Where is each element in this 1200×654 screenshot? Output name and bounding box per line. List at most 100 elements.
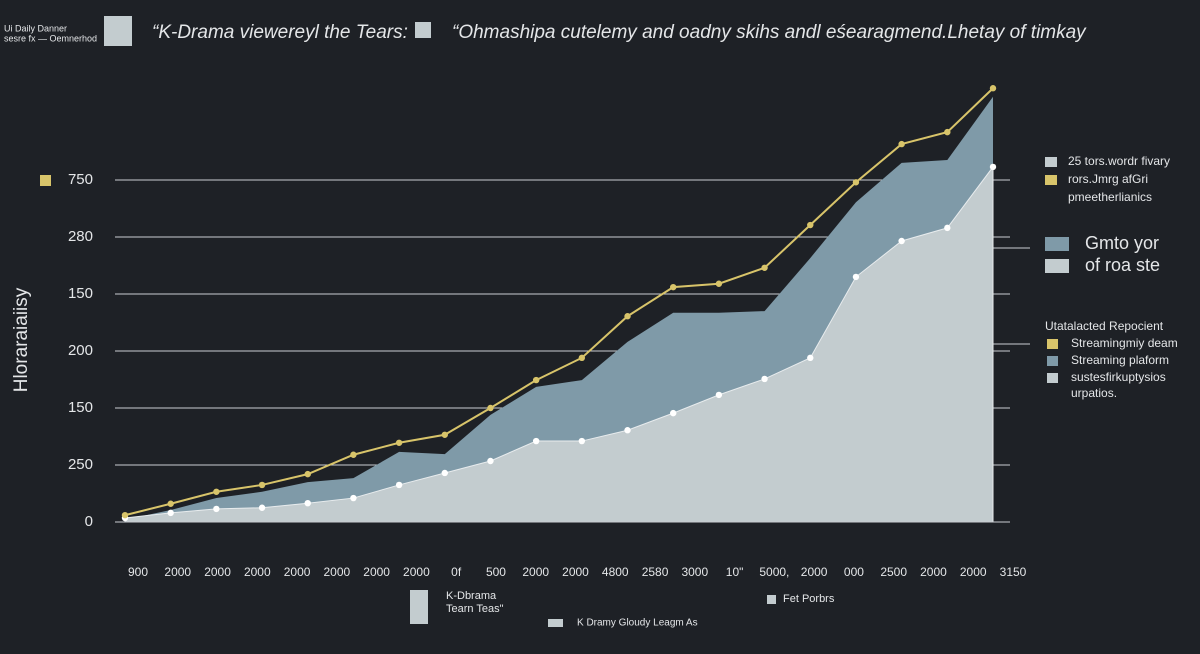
caption: Fet Porbrs	[783, 593, 835, 605]
legend-swatch	[1047, 356, 1058, 366]
y-tick-label: 280	[68, 228, 93, 245]
icon	[104, 16, 132, 46]
point	[213, 488, 220, 495]
point	[670, 409, 677, 417]
point	[852, 273, 860, 281]
legend-label: Streamingmiy deam	[1071, 336, 1178, 350]
icon	[40, 175, 51, 186]
x-tick-label: 2000	[204, 565, 231, 579]
legend-title: Utatalacted Repocient	[1045, 319, 1164, 333]
x-tick-label: 4800	[602, 565, 629, 579]
point	[258, 481, 266, 489]
x-tick-label: 3150	[1000, 565, 1027, 579]
point	[761, 375, 768, 383]
point	[395, 481, 403, 489]
legend-label: urpatios.	[1071, 386, 1117, 400]
x-tick-label: 2000	[801, 565, 828, 579]
y-tick-label: 750	[68, 171, 93, 188]
point	[898, 140, 905, 148]
point	[304, 470, 311, 478]
point	[624, 427, 631, 434]
point	[213, 505, 220, 513]
legend-label: pmeetherlianics	[1068, 190, 1152, 204]
icon	[415, 22, 431, 38]
point	[350, 451, 357, 458]
point	[121, 511, 129, 519]
legend-label: of roa ste	[1085, 255, 1160, 275]
point	[441, 431, 448, 438]
point	[989, 163, 997, 171]
point	[989, 85, 997, 92]
legend-swatch	[1045, 259, 1069, 273]
y-tick-label: 200	[68, 342, 93, 359]
y-axis-label: Hloraraiaiisy	[11, 287, 32, 392]
x-tick-label: 2000	[522, 565, 549, 579]
point	[350, 494, 357, 502]
point	[624, 313, 631, 320]
point	[441, 469, 448, 477]
chart-title: “K-Drama viewereyl the Tears:	[152, 22, 408, 43]
legend-swatch	[1045, 157, 1057, 167]
y-tick-label: 150	[68, 285, 93, 302]
point	[715, 280, 723, 287]
x-tick-label: 2000	[960, 565, 987, 579]
legend-label: Streaming plaform	[1071, 353, 1169, 367]
point	[487, 457, 494, 465]
x-tick-label: 2000	[562, 565, 589, 579]
legend-label: 25 tors.wordr fivary	[1068, 154, 1170, 168]
caption: K Dramy Gloudy Leagm As	[577, 618, 698, 629]
legend-label: sustesfirkuptysios	[1071, 370, 1166, 384]
point	[807, 221, 814, 229]
point	[167, 500, 174, 507]
legend-swatch	[1045, 237, 1069, 251]
x-tick-label: 2000	[244, 565, 271, 579]
legend-label: Gmto yor	[1085, 233, 1159, 253]
point	[395, 439, 403, 446]
x-tick-label: 000	[844, 565, 864, 579]
legend-swatch	[1045, 175, 1057, 185]
point	[670, 283, 677, 291]
line	[124, 87, 994, 517]
x-tick-label: 2500	[880, 565, 907, 579]
point	[487, 404, 494, 412]
legend-label: rors.Jmrg afGri	[1068, 172, 1148, 186]
point	[578, 437, 586, 445]
legend-swatch	[1047, 339, 1058, 349]
point	[258, 504, 266, 511]
chart-subtitle: “Ohmashipa cutelemy and oadny skihs andl…	[452, 22, 1087, 43]
x-tick-label: 500	[486, 565, 506, 579]
x-tick-label: 2000	[403, 565, 430, 579]
x-tick-label: 2000	[324, 565, 351, 579]
point	[807, 354, 814, 362]
point	[944, 224, 951, 232]
header-note: Ui Daily Danner	[4, 23, 67, 33]
x-tick-label: 3000	[681, 565, 708, 579]
x-tick-label: 2000	[363, 565, 390, 579]
x-tick-label: 900	[128, 565, 148, 579]
legend-swatch	[1047, 373, 1058, 383]
point	[898, 237, 905, 245]
x-tick-label: 2580	[642, 565, 669, 579]
y-tick-label: 250	[68, 456, 93, 473]
icon	[548, 619, 563, 627]
x-tick-label: 0f	[451, 565, 462, 579]
point	[167, 509, 174, 517]
point	[578, 354, 586, 362]
y-tick-label: 0	[85, 513, 93, 530]
point	[532, 437, 540, 445]
point	[715, 391, 723, 399]
x-tick-label: 5000,	[759, 565, 789, 579]
caption: Tearn Teas"	[446, 603, 504, 615]
point	[761, 264, 768, 271]
point	[944, 128, 951, 136]
x-tick-label: 2000	[284, 565, 311, 579]
icon	[767, 595, 776, 604]
y-tick-label: 150	[68, 399, 93, 416]
x-tick-label: 2000	[164, 565, 191, 579]
point	[532, 376, 540, 384]
caption: K-Dbrama	[446, 590, 497, 602]
point	[852, 179, 860, 186]
